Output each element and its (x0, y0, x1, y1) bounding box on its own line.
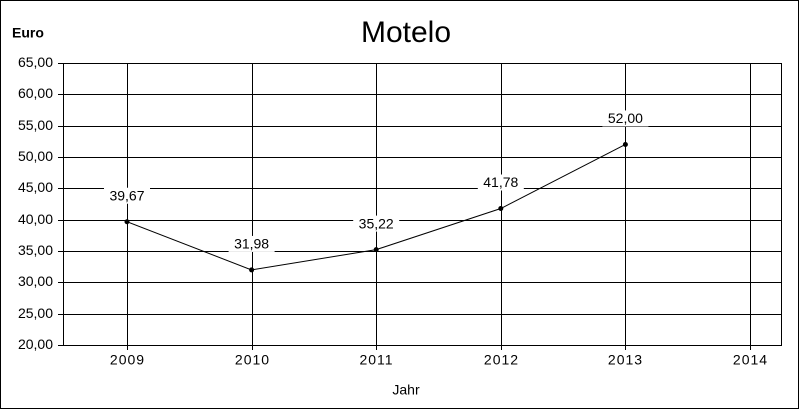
value-label-bg (228, 235, 275, 252)
value-label: 39,67 (109, 187, 144, 203)
data-point (124, 219, 130, 225)
y-tick-label: 65,00 (18, 54, 53, 70)
y-tick-label: 30,00 (18, 273, 53, 289)
y-tick-label: 20,00 (18, 336, 53, 352)
x-tick-label: 2010 (235, 352, 270, 368)
value-label: 41,78 (483, 174, 518, 190)
y-tick-label: 60,00 (18, 85, 53, 101)
value-label-bg (477, 174, 524, 191)
value-label: 52,00 (608, 110, 643, 126)
chart-title: Motelo (361, 16, 451, 49)
data-point (622, 141, 628, 147)
y-axis-label: Euro (12, 25, 44, 41)
data-point (498, 206, 504, 212)
value-label: 31,98 (234, 236, 269, 252)
value-label: 35,22 (359, 215, 394, 231)
y-tick-label: 45,00 (18, 179, 53, 195)
data-point (249, 267, 255, 273)
x-tick-label: 2011 (359, 352, 393, 368)
x-tick-label: 2014 (733, 352, 768, 368)
y-tick-label: 35,00 (18, 242, 53, 258)
value-label-bg (104, 187, 150, 204)
value-label-bg (602, 110, 649, 127)
x-axis-label: Jahr (392, 382, 420, 398)
value-label-bg (353, 215, 400, 232)
x-tick-label: 2013 (608, 352, 643, 368)
y-tick-label: 55,00 (18, 117, 53, 133)
y-tick-label: 50,00 (18, 148, 53, 164)
x-tick-label: 2012 (484, 352, 519, 368)
y-tick-label: 40,00 (18, 211, 53, 227)
x-tick-label: 2009 (110, 352, 145, 368)
data-point (373, 247, 379, 253)
y-tick-label: 25,00 (18, 305, 53, 321)
